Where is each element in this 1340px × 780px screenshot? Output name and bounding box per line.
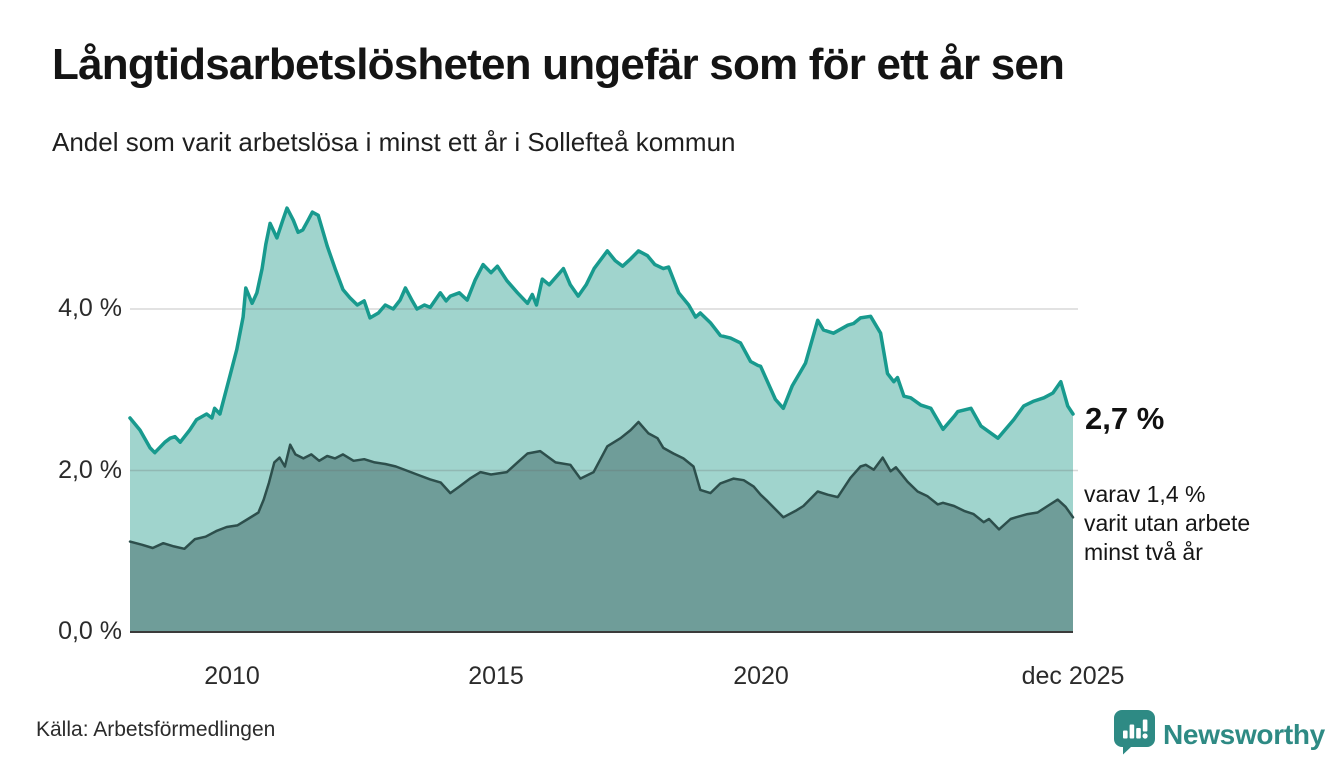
secondary-annotation: varav 1,4 % varit utan arbete minst två … [1084,480,1250,567]
newsworthy-logo: Newsworthy [1113,709,1325,761]
page-subtitle: Andel som varit arbetslösa i minst ett å… [52,127,736,157]
page-title: Långtidsarbetslösheten ungefär som för e… [52,40,1065,89]
newsworthy-wordmark: Newsworthy [1163,719,1325,750]
y-axis-tick-label: 0,0 % [58,617,122,645]
y-axis-tick-label: 2,0 % [58,455,122,484]
source-label: Källa: Arbetsförmedlingen [36,718,276,741]
secondary-annotation-line: varav 1,4 % [1084,481,1206,507]
x-axis-tick-label: dec 2025 [1021,662,1125,690]
secondary-annotation-line: minst två år [1084,539,1203,565]
newsworthy-icon [1113,709,1156,761]
latest-value-label: 2,7 % [1085,401,1165,436]
x-axis-tick-label: 2010 [204,662,260,690]
y-axis-tick-label: 4,0 % [58,294,122,322]
secondary-annotation-line: varit utan arbete [1084,510,1251,536]
x-axis-tick-label: 2020 [733,662,789,690]
x-axis-tick-label: 2015 [468,662,524,690]
